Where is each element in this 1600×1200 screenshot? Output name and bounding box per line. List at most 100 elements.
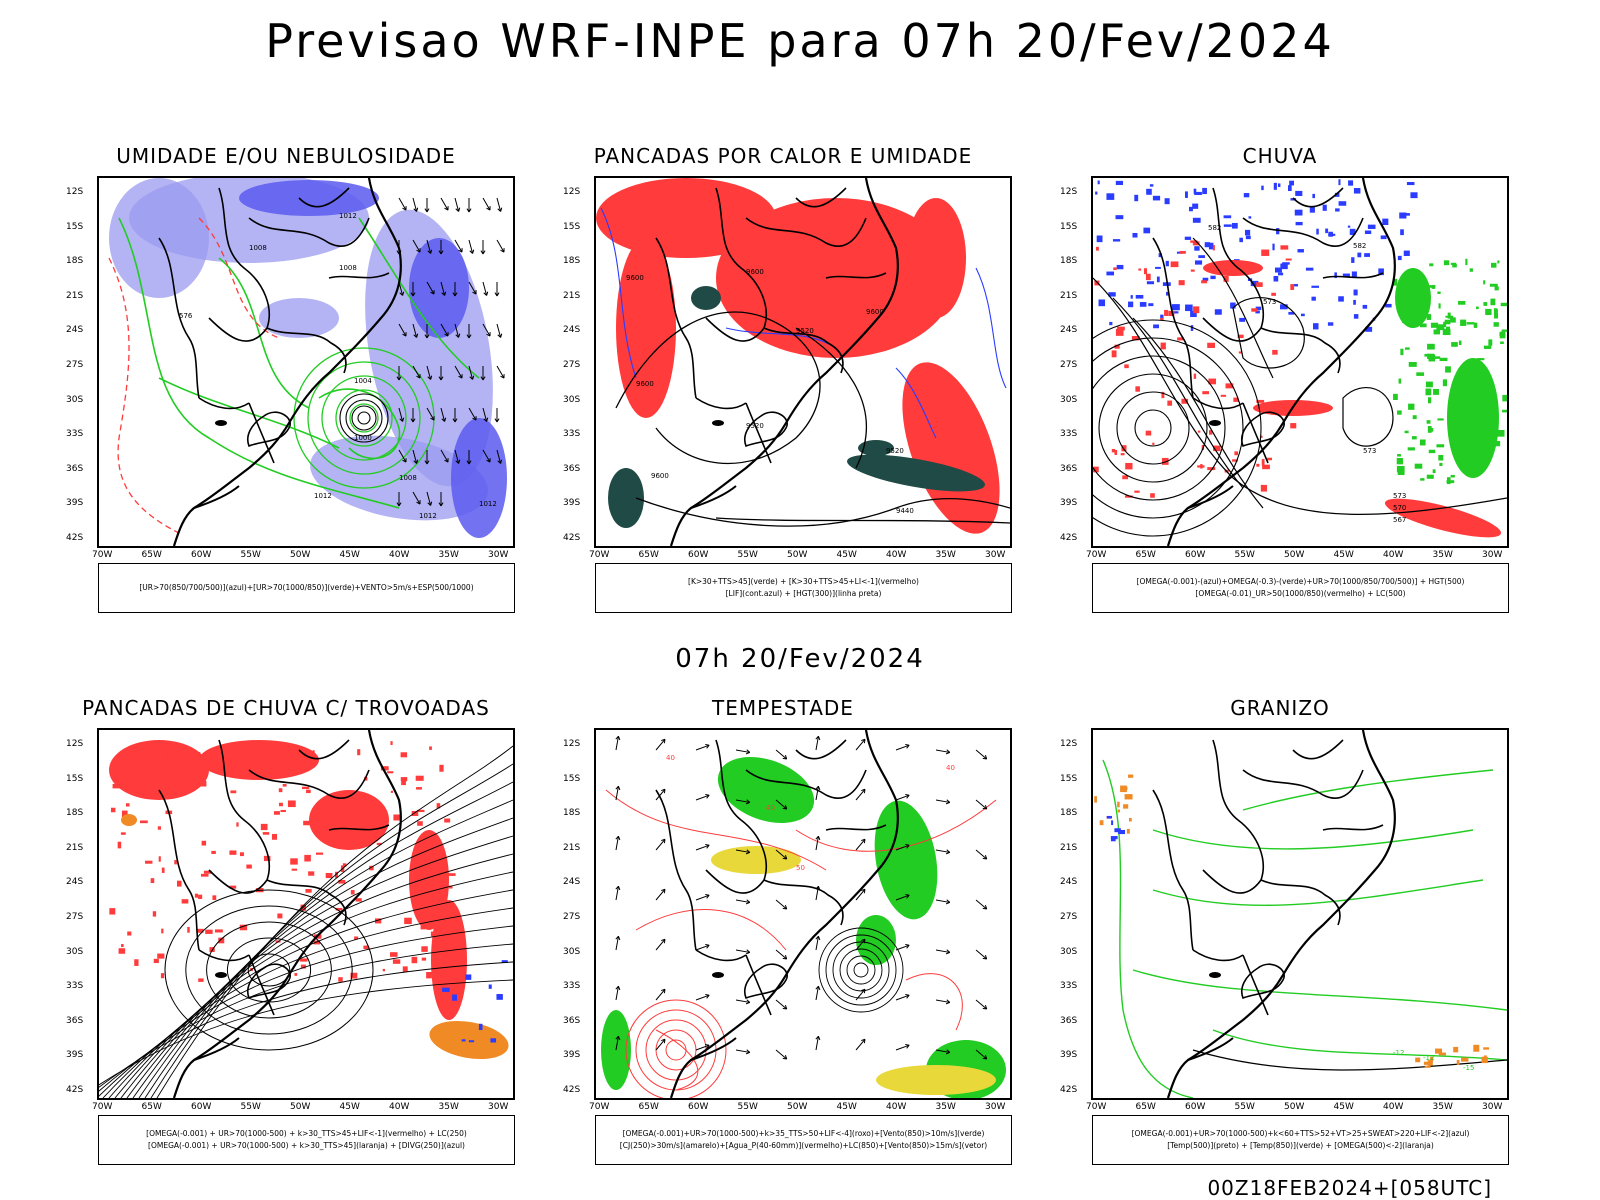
storm-red-cell <box>174 860 177 865</box>
lon-tick-label: 70W <box>1086 550 1107 560</box>
lake-mark <box>712 972 724 978</box>
omega-orange-cell <box>1423 1061 1430 1065</box>
rain-blue-cell <box>1156 276 1160 283</box>
rain-blue-cell <box>1095 191 1098 195</box>
wind-vector <box>895 793 910 801</box>
rain-blue-cell <box>1322 204 1327 211</box>
rain-green-cell <box>1405 347 1410 350</box>
contour-label: 40 <box>766 804 775 812</box>
rain-blue-cell <box>1223 215 1232 219</box>
coastline <box>1187 485 1234 509</box>
panel-pancadas-calor: PANCADAS POR CALOR E UMIDADE 12S 15S 18S 21S… <box>563 144 1012 624</box>
storm-red-cell <box>421 870 429 878</box>
wind-vector <box>735 899 751 905</box>
legend-line: [UR>70(850/700/500)](azul)+[UR>70(1000/8… <box>139 583 474 592</box>
border-line <box>655 789 697 951</box>
rain-blue-cell <box>1245 235 1251 240</box>
lat-tick-label: 36S <box>563 463 581 474</box>
rain-red-cell <box>1134 490 1140 493</box>
lon-tick-label: 55W <box>737 1102 758 1112</box>
rain-green-cell <box>1451 342 1458 347</box>
wind-vector <box>855 988 866 1001</box>
storm-red-area <box>409 830 449 930</box>
storm-red-cell <box>313 940 321 945</box>
wind-vector <box>454 323 461 338</box>
rain-red-cell <box>1164 309 1169 316</box>
height-contour <box>715 517 1010 524</box>
rain-red-cell <box>1152 442 1155 445</box>
coastline <box>1187 1037 1234 1061</box>
rain-blue-cell <box>1353 289 1358 296</box>
rain-blue-cell <box>1273 275 1279 282</box>
map-plot-granizo: -15 -12 -12 <box>1091 728 1509 1100</box>
storm-red-cell <box>110 807 116 813</box>
rain-blue-cell <box>1277 183 1281 187</box>
rain-green-cell <box>1419 439 1426 446</box>
storm-red-cell <box>214 760 222 768</box>
storm-red-cell <box>390 952 398 957</box>
map-plot-chuva: 582 582 573 573 573 570 567 <box>1091 176 1509 548</box>
streamline <box>108 889 513 1098</box>
wind-vector <box>426 407 435 421</box>
wind-vector <box>494 408 500 423</box>
rain-red-cell <box>1260 484 1267 492</box>
wind-vector <box>496 239 505 253</box>
border-line <box>158 237 200 399</box>
rain-red-cell <box>1178 280 1185 286</box>
hail-blue-cell <box>1110 836 1118 840</box>
lat-tick-label: 30S <box>1060 394 1078 405</box>
rain-blue-cell <box>1334 272 1337 279</box>
rain-red-cell <box>1150 493 1155 498</box>
wind-vector <box>438 492 444 507</box>
lon-tick-label: 70W <box>589 1102 610 1112</box>
hail-blue-cell <box>1106 815 1112 819</box>
rain-blue-cell <box>1096 235 1103 243</box>
coastline <box>690 1037 737 1061</box>
lon-tick-label: 40W <box>389 1102 410 1112</box>
lon-tick-label: 60W <box>1185 1102 1206 1112</box>
storm-red-cell <box>359 842 363 847</box>
rain-blue-cell <box>1311 296 1316 301</box>
lat-tick-label: 18S <box>563 256 581 267</box>
instability-red-area <box>616 238 676 418</box>
isoline-green <box>318 388 401 460</box>
rain-green-cell <box>1429 263 1434 267</box>
rain-red-cell <box>1094 280 1100 286</box>
wind-vector <box>855 888 866 901</box>
storm-red-cell <box>150 878 155 884</box>
lat-tick-label: 12S <box>66 739 84 749</box>
rain-blue-cell <box>1276 228 1280 235</box>
panel-title: TEMPESTADE <box>712 696 854 720</box>
coastline <box>193 485 240 509</box>
height-contour <box>1093 355 1226 501</box>
lon-tick-label: 70W <box>589 550 610 560</box>
wind-vector <box>398 323 407 337</box>
border-line <box>1202 317 1262 342</box>
rain-green-cell <box>1483 302 1488 306</box>
lat-tick-label: 12S <box>563 739 581 749</box>
rain-green-cell <box>1396 458 1403 465</box>
storm-red-cell <box>421 946 428 952</box>
height-contour <box>1132 317 1264 509</box>
rain-blue-cell <box>1295 190 1303 196</box>
storm-red-cell <box>363 945 370 950</box>
rain-red-cell <box>1267 457 1273 461</box>
storm-red-area <box>199 740 319 780</box>
omega-orange-cell <box>1481 1056 1488 1064</box>
storm-red-cell <box>196 928 204 933</box>
rain-red-cell <box>1208 378 1216 385</box>
wind-vector <box>440 197 449 211</box>
storm-red-cell <box>338 879 346 884</box>
storm-red-cell <box>429 746 432 750</box>
thickness-line <box>198 217 280 339</box>
omega-orange-cell <box>1456 1059 1460 1065</box>
rain-red-cell <box>1117 326 1125 331</box>
rain-green-cell <box>1495 440 1501 447</box>
rain-blue-cell <box>1334 192 1340 197</box>
lon-tick-label: 35W <box>1432 1102 1453 1112</box>
temp850-contour <box>1152 829 1474 850</box>
lat-tick-label: 21S <box>563 842 581 853</box>
storm-red-cell <box>392 959 401 964</box>
storm-red-cell <box>260 823 268 831</box>
rain-green-cell <box>1444 319 1451 325</box>
